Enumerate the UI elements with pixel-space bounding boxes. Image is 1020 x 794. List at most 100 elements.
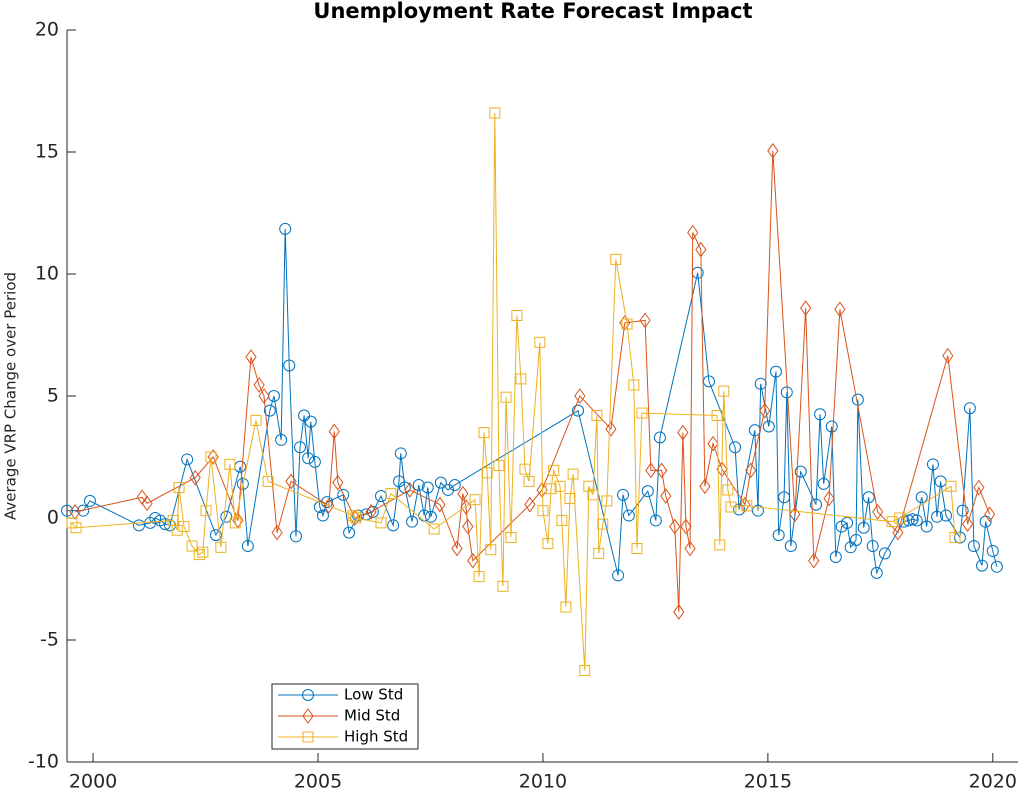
- marker: [669, 518, 681, 535]
- y-tick-label: 0: [47, 507, 59, 529]
- marker: [986, 544, 999, 557]
- marker: [707, 435, 719, 452]
- marker: [434, 496, 446, 513]
- marker: [915, 491, 928, 504]
- marker: [567, 468, 579, 480]
- marker: [772, 529, 785, 542]
- marker: [375, 490, 388, 503]
- marker: [649, 514, 662, 527]
- marker: [215, 541, 227, 553]
- marker: [451, 540, 463, 557]
- marker: [294, 441, 307, 454]
- marker: [825, 420, 838, 433]
- marker: [814, 408, 827, 421]
- marker: [385, 488, 397, 500]
- marker: [275, 433, 288, 446]
- marker: [677, 424, 689, 441]
- marker: [593, 547, 605, 559]
- x-tick-label: 2015: [744, 771, 792, 793]
- marker: [660, 488, 672, 504]
- marker: [817, 477, 830, 490]
- marker: [823, 490, 835, 507]
- marker: [321, 496, 334, 509]
- marker: [910, 514, 923, 527]
- marker: [920, 520, 933, 533]
- marker: [132, 519, 145, 532]
- marker: [931, 510, 944, 523]
- marker: [601, 495, 613, 507]
- marker: [622, 509, 635, 522]
- marker: [872, 504, 884, 520]
- marker: [560, 601, 572, 613]
- series: [69, 142, 996, 620]
- marker: [428, 523, 440, 535]
- marker: [250, 414, 262, 426]
- marker: [366, 505, 379, 518]
- marker: [621, 318, 633, 330]
- marker: [610, 253, 622, 265]
- marker: [258, 388, 270, 404]
- marker: [421, 481, 434, 494]
- y-tick-label: -5: [40, 629, 59, 651]
- marker: [963, 402, 976, 415]
- marker: [519, 463, 531, 475]
- marker: [687, 224, 699, 241]
- marker: [308, 455, 321, 468]
- marker: [729, 441, 742, 454]
- marker: [722, 484, 734, 496]
- chart-title: Unemployment Rate Forecast Impact: [313, 0, 752, 23]
- marker: [298, 409, 311, 422]
- marker: [69, 504, 81, 520]
- marker: [841, 516, 854, 529]
- marker: [200, 505, 212, 517]
- marker: [542, 538, 554, 550]
- marker: [448, 479, 461, 492]
- marker: [733, 503, 746, 516]
- marker: [497, 580, 509, 592]
- marker: [605, 421, 617, 437]
- marker: [500, 391, 512, 403]
- marker: [645, 462, 657, 479]
- marker: [778, 491, 791, 504]
- marker: [949, 532, 961, 544]
- marker: [171, 524, 183, 536]
- marker: [870, 566, 883, 579]
- marker: [283, 359, 296, 372]
- series: [66, 107, 961, 676]
- series: [61, 222, 1003, 582]
- y-axis-label: Average VRP Change over Period: [2, 272, 20, 520]
- marker: [680, 518, 692, 535]
- marker: [207, 449, 219, 465]
- marker: [83, 494, 96, 507]
- marker: [523, 475, 535, 487]
- marker: [656, 462, 668, 479]
- marker: [619, 314, 631, 331]
- marker: [193, 549, 205, 561]
- y-tick-label: 15: [35, 141, 59, 163]
- marker: [365, 504, 377, 520]
- marker: [673, 604, 685, 620]
- marker: [178, 521, 190, 533]
- marker: [769, 365, 782, 378]
- marker: [973, 479, 985, 496]
- marker: [462, 518, 474, 535]
- marker: [236, 477, 249, 490]
- marker: [61, 504, 73, 517]
- marker: [940, 509, 953, 522]
- marker: [467, 552, 479, 569]
- marker: [990, 560, 1003, 573]
- legend-label: High Std: [344, 728, 408, 746]
- y-tick-label: 20: [35, 19, 59, 41]
- marker: [631, 543, 643, 554]
- marker: [579, 665, 591, 676]
- y-tick-label: 5: [47, 385, 59, 407]
- marker: [493, 460, 505, 472]
- marker: [741, 500, 753, 512]
- marker: [263, 404, 276, 417]
- marker: [834, 301, 846, 318]
- marker: [984, 506, 996, 523]
- marker: [534, 336, 546, 348]
- series-line: [67, 228, 998, 576]
- marker: [862, 491, 875, 504]
